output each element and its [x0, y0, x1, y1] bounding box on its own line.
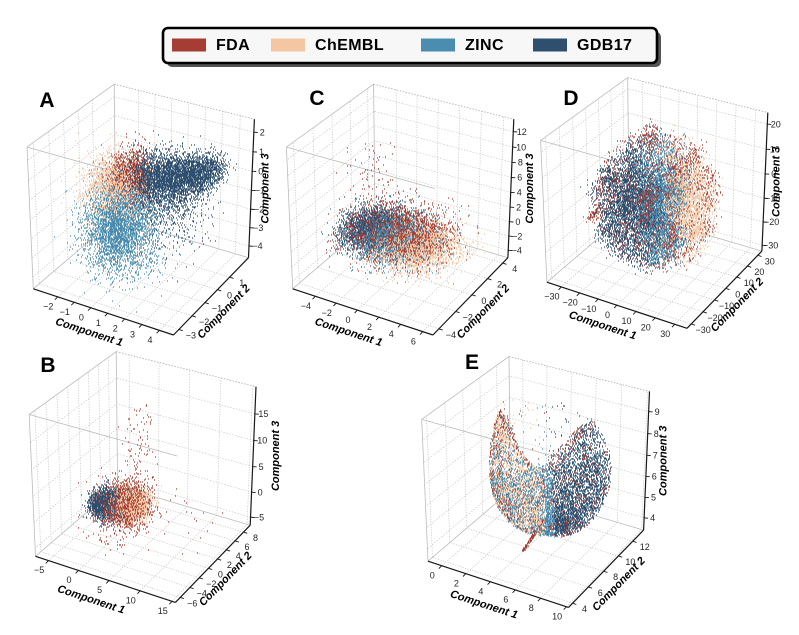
svg-text:ZINC: ZINC: [465, 37, 504, 54]
svg-text:C: C: [309, 87, 324, 110]
svg-text:10: 10: [621, 316, 631, 326]
svg-text:2: 2: [260, 127, 265, 137]
svg-text:A: A: [39, 89, 54, 112]
svg-text:5: 5: [97, 585, 102, 595]
svg-text:D: D: [563, 87, 578, 110]
svg-text:20: 20: [771, 119, 781, 129]
svg-text:ChEMBL: ChEMBL: [315, 37, 384, 54]
svg-text:8: 8: [253, 533, 258, 543]
svg-text:10: 10: [552, 611, 562, 621]
svg-text:4: 4: [517, 188, 522, 198]
svg-text:15: 15: [158, 606, 168, 616]
svg-text:2: 2: [516, 202, 521, 212]
svg-text:10: 10: [126, 596, 136, 606]
svg-text:0: 0: [258, 487, 263, 497]
svg-text:30: 30: [765, 256, 775, 266]
svg-text:4: 4: [389, 329, 394, 339]
svg-text:6: 6: [503, 595, 508, 605]
svg-text:Component 3: Component 3: [524, 153, 536, 223]
svg-text:−4: −4: [512, 246, 522, 256]
svg-text:2: 2: [367, 322, 372, 332]
svg-text:−20: −20: [764, 217, 779, 227]
svg-text:−1: −1: [60, 307, 70, 317]
svg-text:6: 6: [517, 173, 522, 183]
svg-text:10: 10: [257, 436, 267, 446]
svg-text:Component 3: Component 3: [259, 153, 271, 223]
svg-text:8: 8: [529, 603, 534, 613]
svg-text:−4: −4: [301, 301, 311, 311]
svg-text:9: 9: [655, 407, 660, 417]
svg-text:Component 3: Component 3: [770, 147, 782, 217]
svg-text:Component 3: Component 3: [658, 426, 670, 496]
svg-text:30: 30: [660, 329, 670, 339]
svg-text:20: 20: [641, 323, 651, 333]
svg-text:4: 4: [650, 513, 655, 523]
svg-text:−4: −4: [252, 241, 262, 251]
svg-text:6: 6: [652, 472, 657, 482]
svg-text:0: 0: [605, 310, 610, 320]
svg-text:12: 12: [640, 542, 650, 552]
svg-text:4: 4: [512, 264, 517, 274]
svg-text:5: 5: [259, 462, 264, 472]
svg-text:−30: −30: [544, 292, 559, 302]
svg-text:12: 12: [517, 127, 527, 137]
svg-text:2: 2: [113, 324, 118, 334]
svg-text:E: E: [465, 351, 479, 374]
svg-text:15: 15: [258, 409, 268, 419]
svg-text:−5: −5: [254, 512, 264, 522]
svg-text:GDB17: GDB17: [577, 37, 632, 54]
svg-text:−6: −6: [187, 598, 197, 608]
svg-text:3: 3: [130, 329, 135, 339]
svg-text:0: 0: [66, 575, 71, 585]
svg-text:−20: −20: [563, 298, 578, 308]
svg-text:5: 5: [651, 493, 656, 503]
svg-text:−3: −3: [186, 330, 196, 340]
svg-text:Component 3: Component 3: [270, 421, 282, 491]
svg-text:−30: −30: [763, 241, 778, 251]
svg-text:−4: −4: [446, 330, 456, 340]
svg-text:−2: −2: [322, 308, 332, 318]
svg-text:0: 0: [430, 570, 435, 580]
svg-text:0: 0: [345, 315, 350, 325]
svg-text:−2: −2: [43, 302, 53, 312]
svg-text:FDA: FDA: [216, 37, 250, 54]
svg-text:4: 4: [478, 586, 483, 596]
svg-text:4: 4: [147, 335, 152, 345]
svg-text:−5: −5: [34, 565, 44, 575]
svg-text:1: 1: [96, 318, 101, 328]
svg-text:6: 6: [411, 336, 416, 346]
svg-text:10: 10: [516, 142, 526, 152]
svg-text:0: 0: [79, 313, 84, 323]
svg-text:4: 4: [582, 604, 587, 614]
svg-text:20: 20: [754, 267, 764, 277]
svg-text:8: 8: [518, 158, 523, 168]
svg-text:B: B: [40, 354, 55, 377]
svg-text:−2: −2: [512, 231, 522, 241]
svg-text:0: 0: [515, 217, 520, 227]
svg-text:2: 2: [454, 578, 459, 588]
